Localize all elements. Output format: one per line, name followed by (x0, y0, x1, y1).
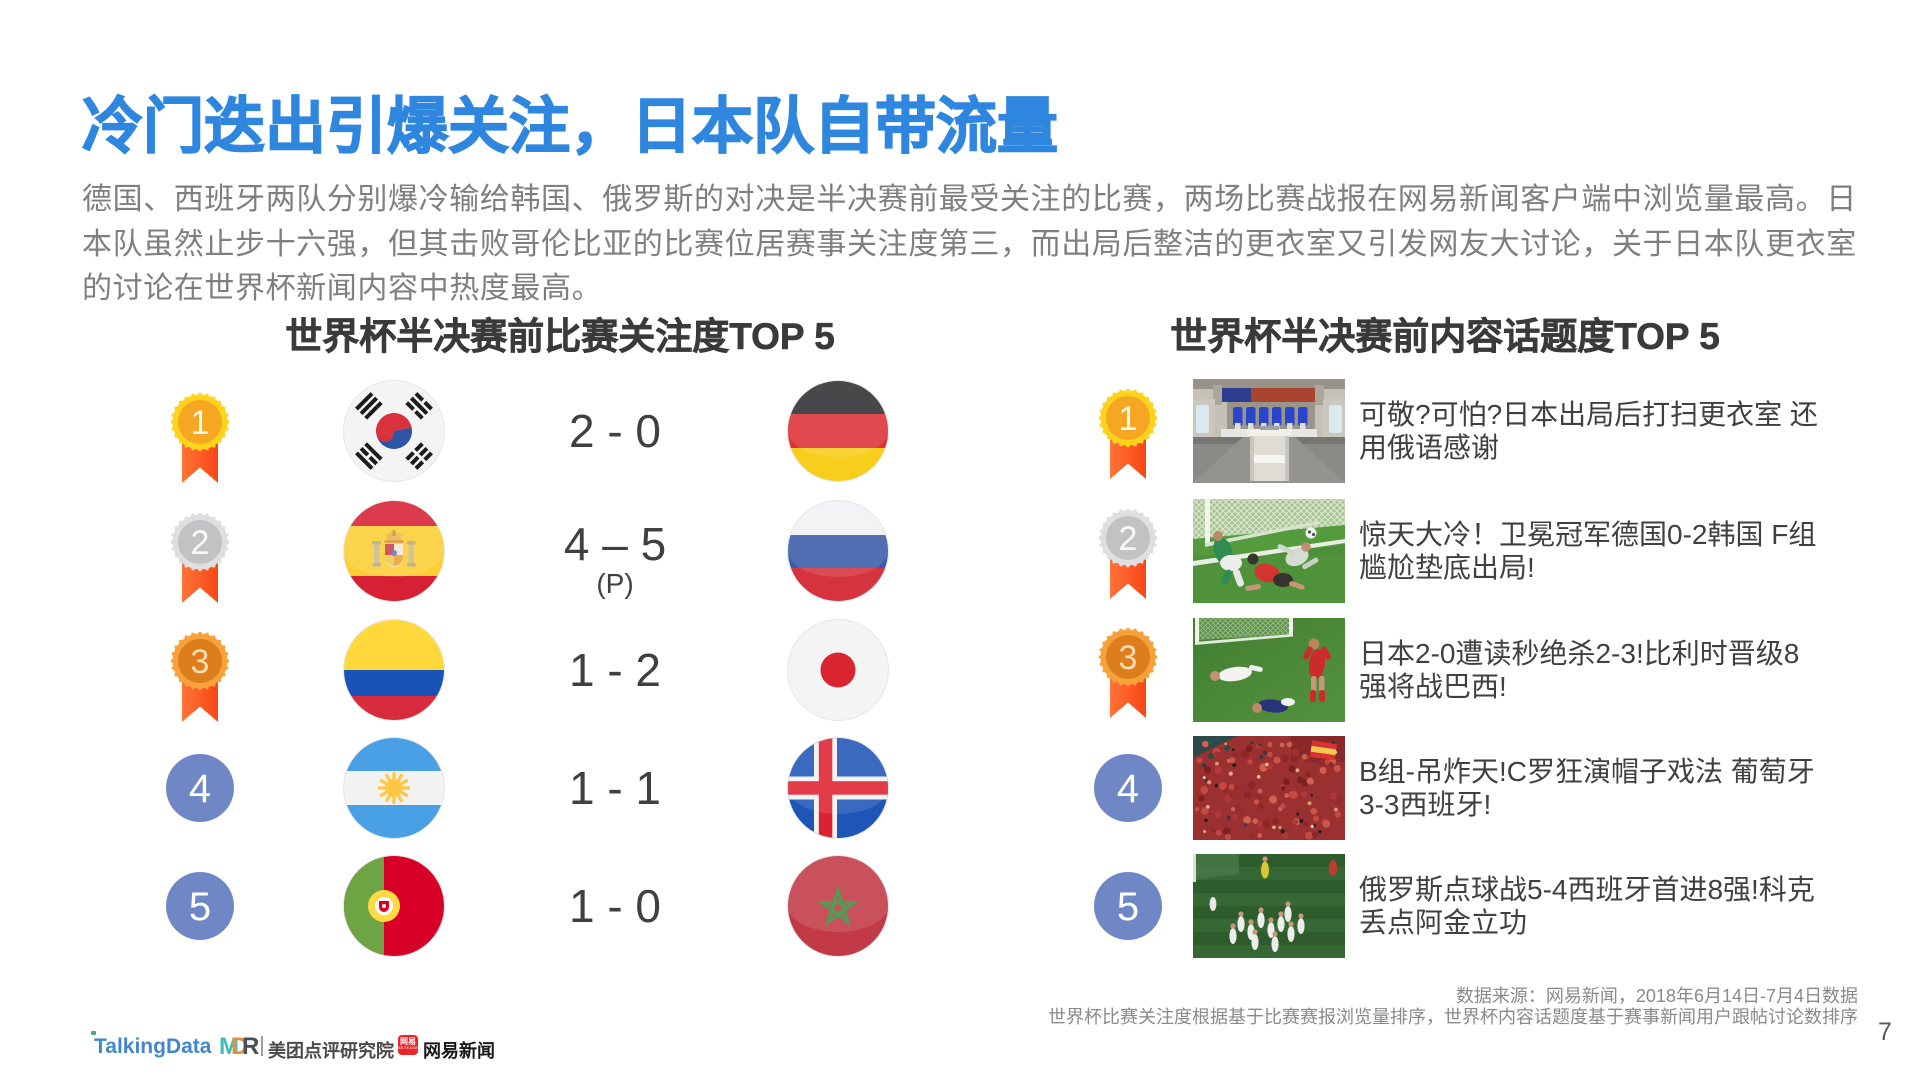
svg-text:5: 5 (1117, 885, 1139, 929)
svg-text:4: 4 (189, 767, 211, 811)
svg-text:4: 4 (1117, 767, 1139, 811)
svg-text:3: 3 (191, 643, 210, 681)
svg-text:D: D (231, 1033, 248, 1059)
svg-text:R: R (242, 1033, 259, 1059)
svg-text:2: 2 (191, 524, 210, 562)
svg-text:M: M (219, 1033, 239, 1059)
svg-text:1: 1 (191, 404, 210, 442)
svg-text:2: 2 (1119, 520, 1138, 558)
svg-text:1: 1 (1119, 400, 1138, 438)
svg-text:5: 5 (189, 885, 211, 929)
svg-text:3: 3 (1119, 639, 1138, 677)
